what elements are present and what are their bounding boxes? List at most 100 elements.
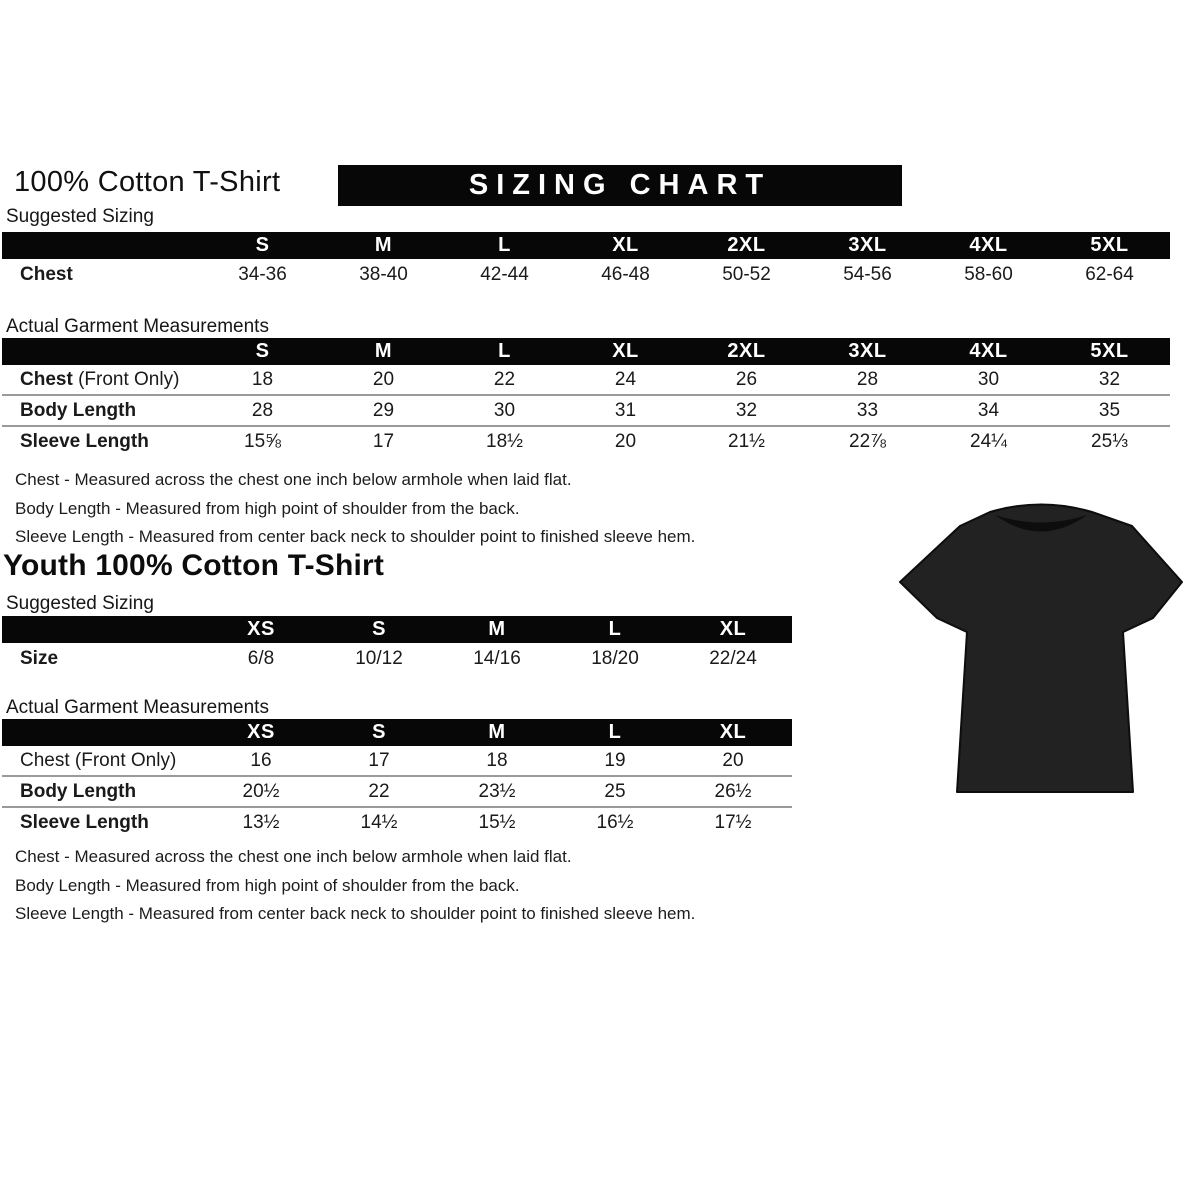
measurement-cell: 42-44 <box>480 264 529 285</box>
size-column-header: L <box>444 338 565 365</box>
measurement-cell: 30 <box>977 368 1000 390</box>
measurement-cell: 30 <box>444 394 565 425</box>
table-corner <box>2 338 202 365</box>
note-line: Chest - Measured across the chest one in… <box>15 470 572 489</box>
table-row: Sleeve Length 13½ 14½ 15½ 16½ 17½ <box>2 806 792 837</box>
row-label: Body Length <box>2 394 202 425</box>
adult-suggested-sizing-table: S M L XL 2XL 3XL 4XL 5XL Chest 34-36 38-40 42-44 46-… <box>2 232 1170 291</box>
size-column-header: S <box>202 232 323 259</box>
row-label: Body Length <box>2 775 202 806</box>
measurement-cell: 62-64 <box>1085 264 1134 285</box>
measurement-cell: 32 <box>686 394 807 425</box>
row-label: Chest (Front Only) <box>20 368 180 390</box>
measurement-cell: 46-48 <box>601 264 650 285</box>
size-column-header: XL <box>674 616 792 643</box>
size-column-header: L <box>444 232 565 259</box>
measurement-cell: 33 <box>807 394 928 425</box>
size-column-header: 3XL <box>807 338 928 365</box>
measurement-cell: 20 <box>565 425 686 456</box>
size-column-header: S <box>202 338 323 365</box>
size-column-header: 5XL <box>1049 232 1170 259</box>
table-row: Chest (Front Only) 18 20 22 24 26 28 30 32 <box>2 365 1170 394</box>
measurement-cell: 16½ <box>556 806 674 837</box>
measurement-cell: 17½ <box>674 806 792 837</box>
adult-measurement-notes: Chest - Measured across the chest one in… <box>15 466 695 552</box>
table-row: Body Length 28 29 30 31 32 33 34 35 <box>2 394 1170 425</box>
size-column-header: 2XL <box>686 232 807 259</box>
measurement-cell: 17 <box>323 425 444 456</box>
youth-suggested-sizing-table: XS S M L XL Size 6/8 10/12 14/16 18/20 22/24 <box>2 616 792 675</box>
note-line: Body Length - Measured from high point o… <box>15 498 520 518</box>
tshirt-sleeve-seams <box>936 617 1154 633</box>
measurement-cell: 50-52 <box>722 264 771 285</box>
row-label: Chest (Front Only) <box>20 749 177 771</box>
page-title: 100% Cotton T-Shirt <box>14 166 281 198</box>
measurement-cell: 28 <box>202 394 323 425</box>
measurement-cell: 22 <box>320 775 438 806</box>
size-column-header: 4XL <box>928 338 1049 365</box>
measurement-cell: 15⅝ <box>202 425 323 456</box>
sizing-chart-banner: SIZING CHART <box>338 165 902 206</box>
note-line: Chest - Measured across the chest one in… <box>15 847 572 866</box>
youth-actual-measurements-table: XS S M L XL Chest (Front Only) 16 17 18 19 20 Body … <box>2 719 792 837</box>
measurement-cell: 31 <box>565 394 686 425</box>
size-column-header: L <box>556 719 674 746</box>
measurement-cell: 20½ <box>202 775 320 806</box>
measurement-cell: 58-60 <box>964 264 1013 285</box>
measurement-cell: 34-36 <box>238 264 287 285</box>
measurement-cell: 14½ <box>320 806 438 837</box>
measurement-cell: 38-40 <box>359 264 408 285</box>
measurement-cell: 20 <box>372 368 395 390</box>
measurement-cell: 15½ <box>438 806 556 837</box>
note-line: Sleeve Length - Measured from center bac… <box>15 527 696 546</box>
note-line: Sleeve Length - Measured from center bac… <box>15 904 696 923</box>
row-label: Sleeve Length <box>2 425 202 456</box>
size-column-header: M <box>438 616 556 643</box>
measurement-cell: 24¼ <box>928 425 1049 456</box>
note-line: Body Length - Measured from high point o… <box>15 875 520 895</box>
measurement-cell: 34 <box>928 394 1049 425</box>
tshirt-image <box>899 503 1183 793</box>
table-corner <box>2 719 202 746</box>
table-row: Body Length 20½ 22 23½ 25 26½ <box>2 775 792 806</box>
adult-suggested-sizing-label: Suggested Sizing <box>6 206 154 227</box>
measurement-cell: 22 <box>493 368 516 390</box>
measurement-cell: 25⅓ <box>1049 425 1170 456</box>
measurement-cell: 13½ <box>202 806 320 837</box>
measurement-cell: 28 <box>856 368 879 390</box>
table-row: Sleeve Length 15⅝ 17 18½ 20 21½ 22⅞ 24¼ 25⅓ <box>2 425 1170 456</box>
row-label: Chest <box>20 264 73 285</box>
size-column-header: M <box>323 232 444 259</box>
measurement-cell: 19 <box>604 749 626 771</box>
measurement-cell: 29 <box>323 394 444 425</box>
measurement-cell: 17 <box>368 749 390 771</box>
measurement-cell: 26 <box>735 368 758 390</box>
size-column-header: XL <box>565 232 686 259</box>
size-column-header: M <box>438 719 556 746</box>
measurement-cell: 18½ <box>444 425 565 456</box>
table-row: Chest 34-36 38-40 42-44 46-48 50-52 54-56 58-60… <box>2 259 1170 291</box>
measurement-cell: 35 <box>1049 394 1170 425</box>
measurement-cell: 32 <box>1098 368 1121 390</box>
row-label: Sleeve Length <box>2 806 202 837</box>
measurement-cell: 14/16 <box>473 648 521 669</box>
size-column-header: 3XL <box>807 232 928 259</box>
measurement-cell: 22⅞ <box>807 425 928 456</box>
size-column-header: L <box>556 616 674 643</box>
adult-actual-measurements-table: S M L XL 2XL 3XL 4XL 5XL Chest (Front Only) 18 20 2… <box>2 338 1170 456</box>
measurement-cell: 54-56 <box>843 264 892 285</box>
size-column-header: 4XL <box>928 232 1049 259</box>
youth-suggested-sizing-label: Suggested Sizing <box>6 593 154 614</box>
measurement-cell: 16 <box>250 749 272 771</box>
measurement-cell: 22/24 <box>709 648 757 669</box>
measurement-cell: 18 <box>486 749 508 771</box>
size-column-header: XL <box>565 338 686 365</box>
youth-page-title: Youth 100% Cotton T-Shirt <box>3 549 385 582</box>
table-row: Size 6/8 10/12 14/16 18/20 22/24 <box>2 643 792 675</box>
size-column-header: M <box>323 338 444 365</box>
size-column-header: 2XL <box>686 338 807 365</box>
table-corner <box>2 232 202 259</box>
measurement-cell: 23½ <box>438 775 556 806</box>
table-corner <box>2 616 202 643</box>
size-column-header: XS <box>202 719 320 746</box>
